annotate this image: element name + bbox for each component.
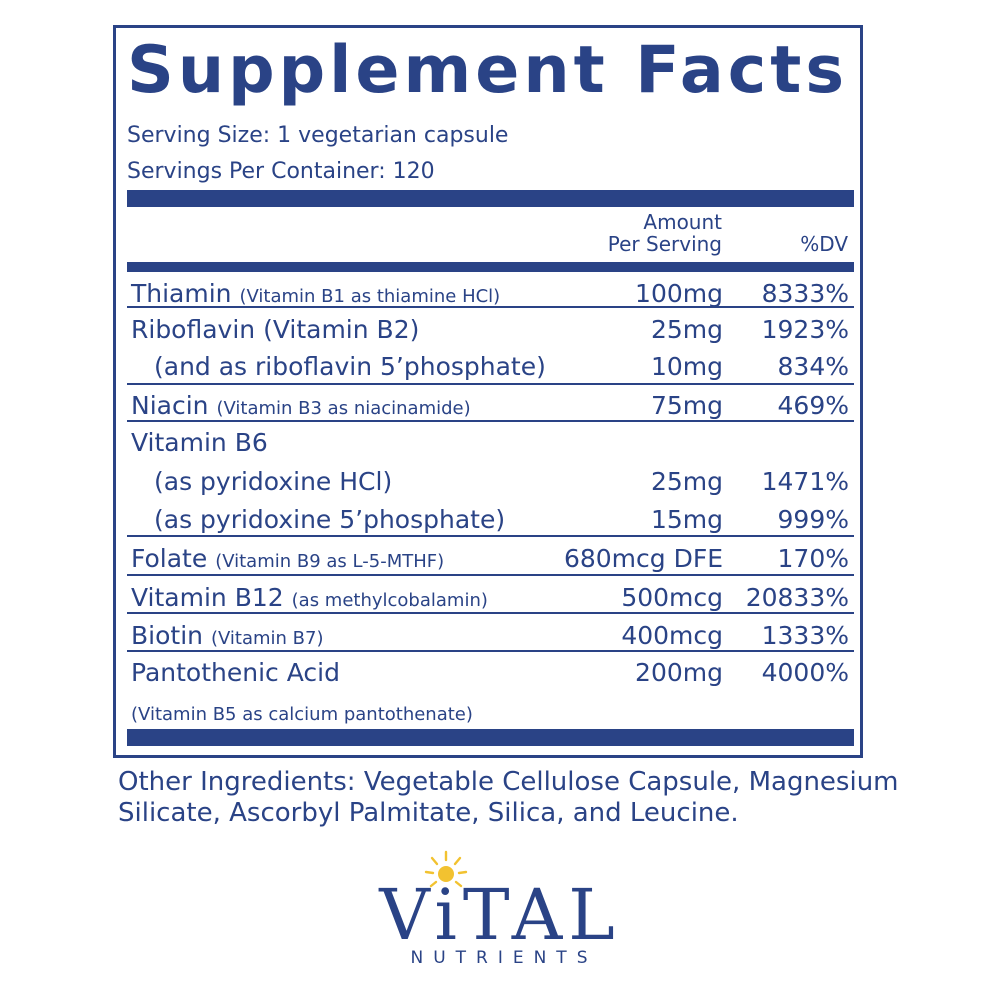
supplement-facts-panel bbox=[113, 25, 863, 758]
nutrient-amount: 100mg bbox=[635, 279, 723, 308]
nutrient-dv: 20833% bbox=[745, 583, 849, 612]
panel-title: Supplement Facts bbox=[127, 33, 849, 108]
nutrient-amount: 25mg bbox=[650, 467, 723, 496]
nutrient-dv: 4000% bbox=[761, 658, 849, 687]
row-divider bbox=[127, 650, 854, 652]
nutrient-row: (as pyridoxine HCl) 25mg 1471% bbox=[127, 466, 849, 498]
nutrient-name-main: Pantothenic Acid bbox=[131, 658, 340, 687]
nutrient-dv: 469% bbox=[777, 391, 849, 420]
bottom-thick-bar bbox=[127, 729, 854, 746]
nutrient-row: (as pyridoxine 5’phosphate) 15mg 999% bbox=[127, 504, 849, 536]
nutrient-name-main: Riboflavin (Vitamin B2) bbox=[131, 315, 420, 344]
nutrient-row: Vitamin B6 bbox=[127, 427, 849, 459]
nutrient-amount: 25mg bbox=[650, 315, 723, 344]
nutrient-qualifier: (Vitamin B9 as L-5-MTHF) bbox=[215, 551, 445, 572]
nutrient-name: Biotin (Vitamin B7) bbox=[131, 620, 323, 655]
nutrient-row: Pantothenic Acid 200mg 4000% bbox=[127, 657, 849, 689]
nutrient-dv: 1471% bbox=[761, 467, 849, 496]
nutrient-amount: 400mcg bbox=[621, 621, 723, 650]
nutrient-name: (as pyridoxine HCl) bbox=[154, 466, 392, 498]
row-divider bbox=[127, 306, 854, 308]
nutrient-amount: 75mg bbox=[650, 391, 723, 420]
nutrient-row: Niacin (Vitamin B3 as niacinamide) 75mg 46… bbox=[127, 390, 849, 422]
brand-logo-wordmark: ViTAL bbox=[379, 874, 621, 956]
nutrient-qualifier: (Vitamin B1 as thiamine HCl) bbox=[239, 286, 501, 307]
nutrient-name: (as pyridoxine 5’phosphate) bbox=[154, 504, 505, 536]
amount-header-line1: Amount bbox=[643, 210, 722, 234]
nutrient-row: Vitamin B12 (as methylcobalamin) 500mcg 20… bbox=[127, 582, 849, 614]
nutrient-amount: 15mg bbox=[650, 505, 723, 534]
nutrient-name: Vitamin B12 (as methylcobalamin) bbox=[131, 582, 488, 617]
brand-logo-tagline: NUTRIENTS bbox=[410, 948, 598, 968]
servings-per-container: Servings Per Container: 120 bbox=[127, 159, 435, 184]
nutrient-row: (and as riboflavin 5’phosphate) 10mg 834% bbox=[127, 351, 849, 383]
pantothenic-acid-source: (Vitamin B5 as calcium pantothenate) bbox=[131, 704, 473, 725]
nutrient-name: Folate (Vitamin B9 as L-5-MTHF) bbox=[131, 543, 444, 578]
nutrient-dv: 170% bbox=[777, 544, 849, 573]
nutrient-row: Biotin (Vitamin B7) 400mcg 1333% bbox=[127, 620, 849, 652]
row-divider bbox=[127, 535, 854, 537]
row-divider bbox=[127, 612, 854, 614]
nutrient-amount: 500mcg bbox=[621, 583, 723, 612]
nutrient-name-main: (as pyridoxine HCl) bbox=[154, 467, 393, 496]
nutrient-amount: 200mg bbox=[635, 658, 723, 687]
nutrient-name-main: Folate bbox=[131, 544, 208, 573]
nutrient-dv: 8333% bbox=[761, 279, 849, 308]
nutrient-name-main: Vitamin B12 bbox=[131, 583, 284, 612]
nutrient-dv: 999% bbox=[777, 505, 849, 534]
serving-size: Serving Size: 1 vegetarian capsule bbox=[127, 123, 509, 148]
nutrient-name-main: (and as riboflavin 5’phosphate) bbox=[154, 352, 546, 381]
nutrient-name-main: (as pyridoxine 5’phosphate) bbox=[154, 505, 506, 534]
amount-per-serving-header: Amount Per Serving bbox=[608, 211, 722, 255]
dv-header: %DV bbox=[800, 232, 848, 256]
nutrient-name: (and as riboflavin 5’phosphate) bbox=[154, 351, 546, 383]
nutrient-row: Riboflavin (Vitamin B2) 25mg 1923% bbox=[127, 314, 849, 346]
nutrient-row: Folate (Vitamin B9 as L-5-MTHF) 680mcg DF… bbox=[127, 543, 849, 575]
nutrient-name-main: Niacin bbox=[131, 391, 209, 420]
row-divider bbox=[127, 383, 854, 385]
nutrient-dv: 1923% bbox=[761, 315, 849, 344]
row-divider bbox=[127, 574, 854, 576]
nutrient-name-main: Vitamin B6 bbox=[131, 428, 268, 457]
nutrient-name-main: Biotin bbox=[131, 621, 203, 650]
nutrient-row: Thiamin (Vitamin B1 as thiamine HCl) 100m… bbox=[127, 278, 849, 310]
other-ingredients: Other Ingredients: Vegetable Cellulose C… bbox=[118, 767, 899, 828]
header-thick-rule bbox=[127, 262, 854, 272]
nutrient-qualifier: (as methylcobalamin) bbox=[291, 590, 488, 611]
nutrient-qualifier: (Vitamin B7) bbox=[210, 628, 324, 649]
nutrient-name: Vitamin B6 bbox=[131, 427, 268, 459]
nutrient-amount: 10mg bbox=[650, 352, 723, 381]
nutrient-name: Thiamin (Vitamin B1 as thiamine HCl) bbox=[131, 278, 500, 313]
nutrient-name: Pantothenic Acid bbox=[131, 657, 340, 689]
nutrient-qualifier: (Vitamin B3 as niacinamide) bbox=[216, 398, 471, 419]
nutrient-name-main: Thiamin bbox=[131, 279, 232, 308]
row-divider bbox=[127, 420, 854, 422]
nutrient-amount: 680mcg DFE bbox=[563, 544, 723, 573]
nutrient-name: Niacin (Vitamin B3 as niacinamide) bbox=[131, 390, 471, 425]
top-thick-bar bbox=[127, 190, 854, 207]
sun-icon bbox=[424, 850, 468, 888]
amount-header-line2: Per Serving bbox=[607, 232, 722, 256]
nutrient-name: Riboflavin (Vitamin B2) bbox=[131, 314, 419, 346]
nutrient-dv: 834% bbox=[777, 352, 849, 381]
nutrient-dv: 1333% bbox=[761, 621, 849, 650]
